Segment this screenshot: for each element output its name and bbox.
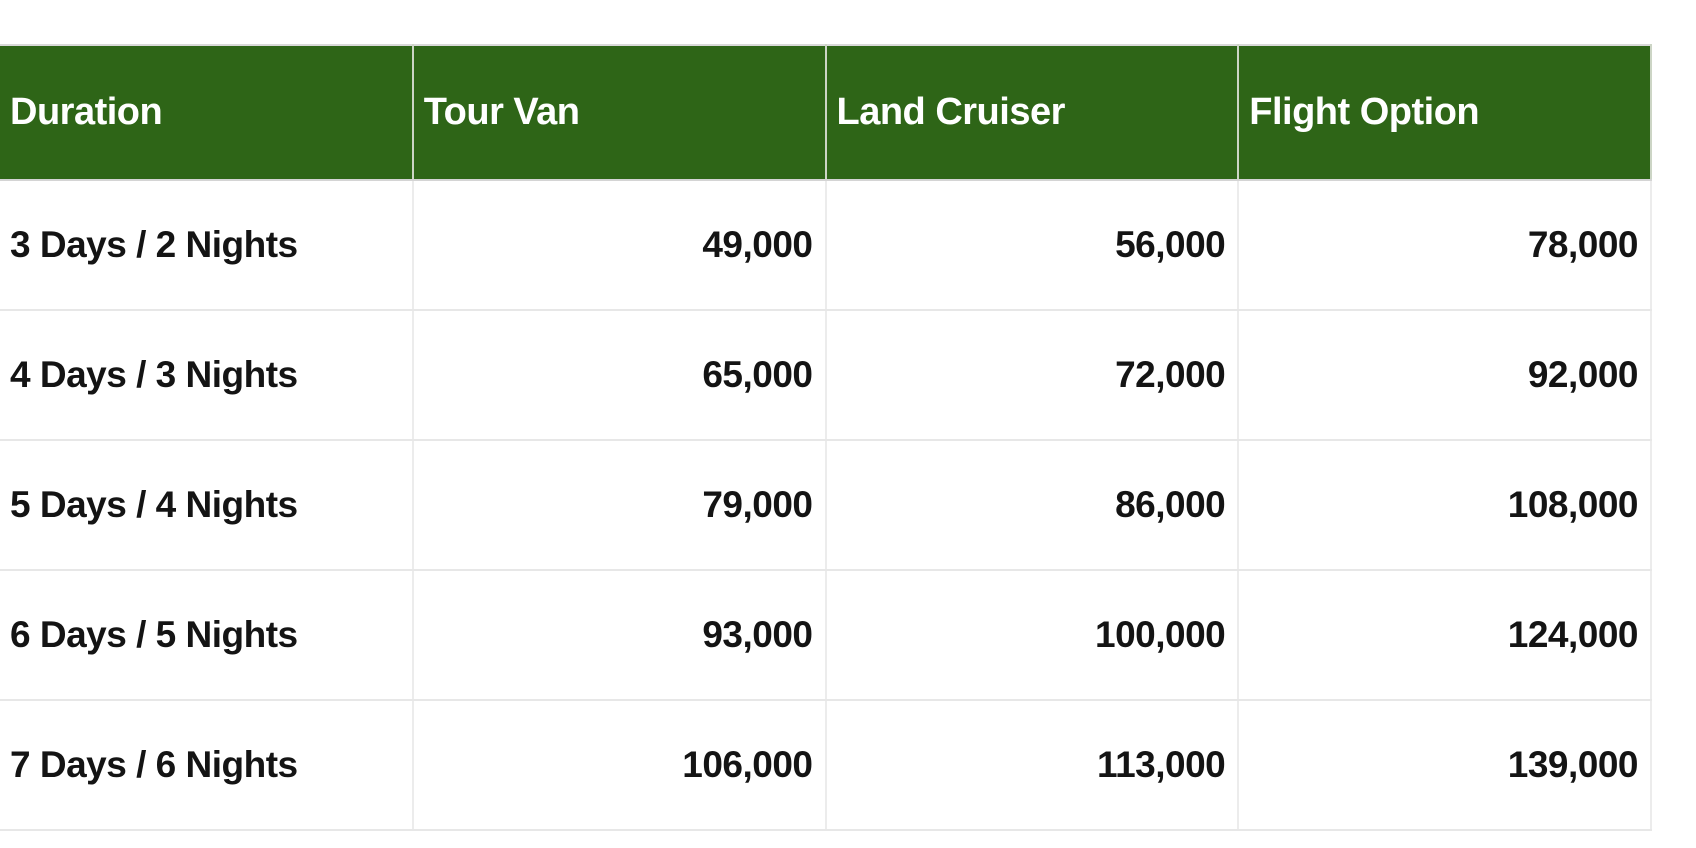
duration-cell: 7 Days / 6 Nights bbox=[0, 700, 414, 831]
table-row: 5 Days / 4 Nights 79,000 86,000 108,000 bbox=[0, 440, 1652, 571]
duration-cell: 4 Days / 3 Nights bbox=[0, 310, 414, 441]
duration-cell: 5 Days / 4 Nights bbox=[0, 440, 414, 571]
price-cell-land-cruiser: 72,000 bbox=[824, 310, 1240, 441]
price-cell-tour-van: 49,000 bbox=[411, 180, 827, 311]
price-cell-flight-option: 124,000 bbox=[1237, 570, 1652, 701]
price-cell-land-cruiser: 113,000 bbox=[824, 700, 1240, 831]
duration-cell: 3 Days / 2 Nights bbox=[0, 180, 414, 311]
column-header-duration: Duration bbox=[0, 44, 414, 181]
column-header-land-cruiser: Land Cruiser bbox=[824, 44, 1240, 181]
column-header-tour-van: Tour Van bbox=[411, 44, 827, 181]
price-cell-flight-option: 139,000 bbox=[1237, 700, 1652, 831]
price-cell-tour-van: 65,000 bbox=[411, 310, 827, 441]
table-row: 6 Days / 5 Nights 93,000 100,000 124,000 bbox=[0, 570, 1652, 701]
duration-cell: 6 Days / 5 Nights bbox=[0, 570, 414, 701]
tour-pricing-table: Duration Tour Van Land Cruiser Flight Op… bbox=[0, 44, 1652, 831]
price-cell-land-cruiser: 100,000 bbox=[824, 570, 1240, 701]
table-row: 7 Days / 6 Nights 106,000 113,000 139,00… bbox=[0, 700, 1652, 831]
price-cell-flight-option: 108,000 bbox=[1237, 440, 1652, 571]
table-row: 3 Days / 2 Nights 49,000 56,000 78,000 bbox=[0, 180, 1652, 311]
table-row: 4 Days / 3 Nights 65,000 72,000 92,000 bbox=[0, 310, 1652, 441]
price-cell-flight-option: 92,000 bbox=[1237, 310, 1652, 441]
column-header-flight-option: Flight Option bbox=[1237, 44, 1652, 181]
price-cell-tour-van: 93,000 bbox=[411, 570, 827, 701]
price-cell-land-cruiser: 86,000 bbox=[824, 440, 1240, 571]
price-cell-land-cruiser: 56,000 bbox=[824, 180, 1240, 311]
price-cell-tour-van: 79,000 bbox=[411, 440, 827, 571]
price-cell-flight-option: 78,000 bbox=[1237, 180, 1652, 311]
header-row: Duration Tour Van Land Cruiser Flight Op… bbox=[0, 44, 1652, 181]
price-cell-tour-van: 106,000 bbox=[411, 700, 827, 831]
